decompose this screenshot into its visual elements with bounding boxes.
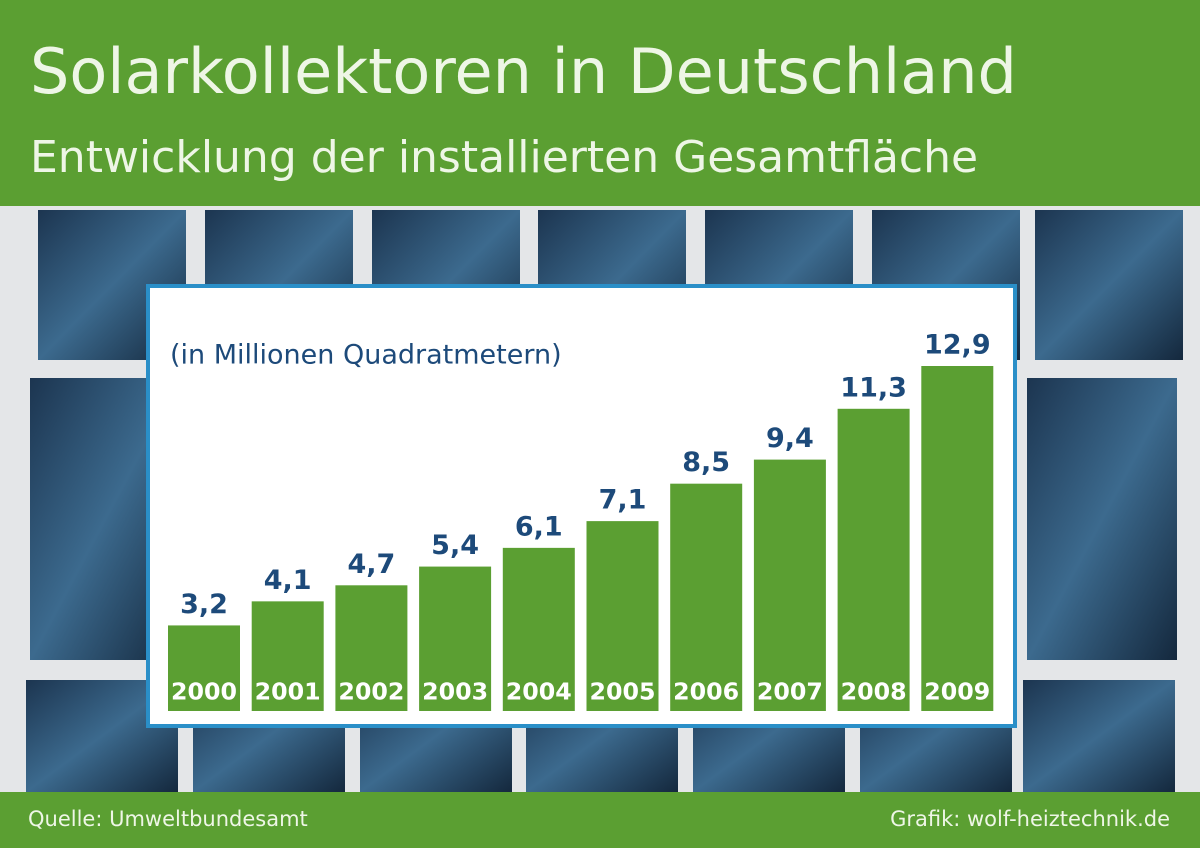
x-tick-label: 2004 <box>506 680 572 706</box>
x-tick-label: 2007 <box>757 680 823 706</box>
header-band <box>0 0 1200 206</box>
value-label: 6,1 <box>515 511 563 542</box>
bar <box>837 408 910 711</box>
x-tick-label: 2002 <box>338 680 404 706</box>
subtitle: Entwicklung der installierten Gesamtfläc… <box>30 132 978 183</box>
value-label: 11,3 <box>840 372 907 403</box>
panel <box>1023 680 1175 792</box>
x-tick-label: 2003 <box>422 680 488 706</box>
bar <box>251 601 324 711</box>
value-label: 7,1 <box>599 485 647 516</box>
value-label: 8,5 <box>682 447 730 478</box>
unit-note: (in Millionen Quadratmetern) <box>170 340 562 371</box>
bar <box>753 459 826 711</box>
bar <box>502 547 575 711</box>
bar <box>168 625 240 711</box>
source: Quelle: Umweltbundesamt <box>28 807 308 831</box>
x-tick-label: 2001 <box>255 680 321 706</box>
value-label: 9,4 <box>766 423 814 454</box>
panel <box>1027 378 1177 660</box>
x-tick-label: 2008 <box>841 680 907 706</box>
value-label: 12,9 <box>924 330 991 361</box>
x-tick-label: 2009 <box>924 680 990 706</box>
x-tick-label: 2006 <box>673 680 739 706</box>
bar <box>419 566 492 711</box>
panel <box>1035 210 1183 360</box>
bar <box>670 483 743 711</box>
footer-band <box>0 792 1200 848</box>
x-tick-label: 2005 <box>590 680 656 706</box>
value-label: 3,2 <box>180 589 228 620</box>
title: Solarkollektoren in Deutschland <box>30 35 1017 108</box>
value-label: 5,4 <box>431 530 479 561</box>
value-label: 4,7 <box>347 549 395 580</box>
bar <box>335 585 408 711</box>
bar <box>921 366 994 711</box>
bar <box>586 521 659 711</box>
x-tick-label: 2000 <box>171 680 237 706</box>
credit: Grafik: wolf-heiztechnik.de <box>890 807 1170 831</box>
value-label: 4,1 <box>264 565 312 596</box>
